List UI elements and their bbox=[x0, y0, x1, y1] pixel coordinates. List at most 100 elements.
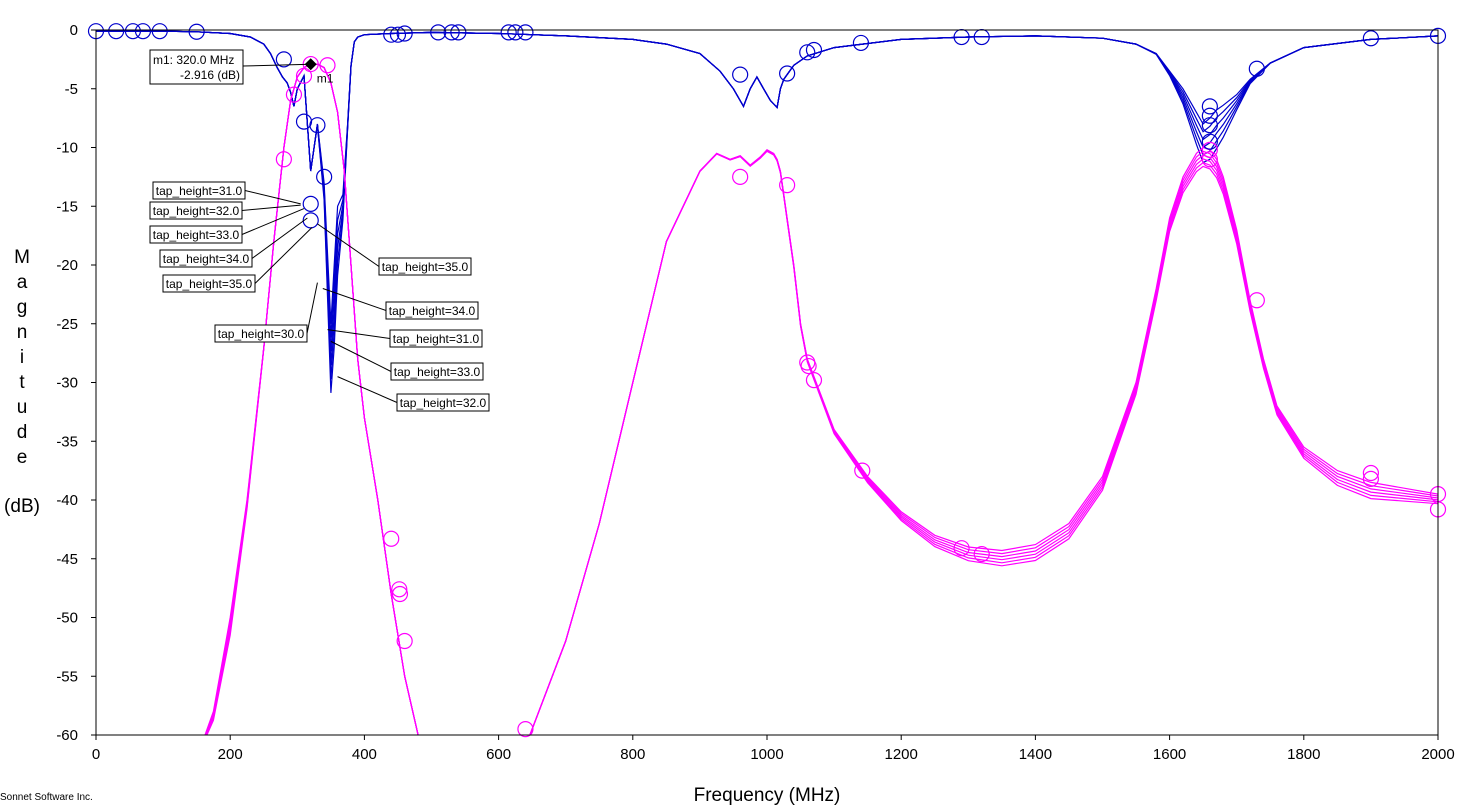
transmission-marker bbox=[443, 24, 460, 41]
y-tick-label: -50 bbox=[56, 610, 78, 627]
transmission-marker bbox=[316, 168, 333, 185]
annotation-box bbox=[149, 201, 243, 220]
x-tick-label: 2000 bbox=[1421, 746, 1454, 763]
x-tick-label: 400 bbox=[352, 746, 377, 763]
annotation-label: tap_height=31.0 bbox=[393, 332, 480, 346]
annotation-box bbox=[378, 257, 472, 276]
x-tick-label: 600 bbox=[486, 746, 511, 763]
transmission-marker bbox=[799, 44, 816, 61]
transmission-marker bbox=[124, 23, 142, 40]
x-tick-label: 1400 bbox=[1019, 746, 1052, 763]
y-axis-letter: n bbox=[17, 322, 28, 343]
y-tick-label: -45 bbox=[56, 551, 78, 568]
annotation-box bbox=[214, 324, 308, 343]
reflection-marker bbox=[1201, 141, 1218, 158]
transmission-marker bbox=[309, 117, 326, 134]
y-tick-label: -60 bbox=[56, 727, 78, 744]
annotation-box bbox=[159, 249, 253, 268]
annotation-leader bbox=[244, 190, 301, 205]
annotation-label: tap_height=34.0 bbox=[163, 252, 250, 266]
transmission-curve-30 bbox=[96, 30, 1438, 324]
reflection-marker bbox=[383, 530, 400, 547]
credit-text: Sonnet Software Inc. bbox=[0, 792, 93, 803]
y-axis-letter: a bbox=[17, 272, 28, 293]
y-axis-letter: u bbox=[17, 397, 28, 418]
x-tick-label: 1200 bbox=[885, 746, 918, 763]
transmission-marker bbox=[852, 34, 870, 52]
annotation-label: tap_height=34.0 bbox=[389, 304, 476, 318]
reflection-marker bbox=[396, 632, 413, 650]
annotation-box bbox=[162, 274, 256, 293]
y-axis-unit: (dB) bbox=[4, 496, 40, 517]
transmission-marker bbox=[779, 65, 796, 82]
reflection-marker bbox=[517, 721, 534, 738]
transmission-marker bbox=[302, 195, 319, 212]
annotation-leader bbox=[327, 329, 391, 339]
reflection-marker bbox=[1362, 470, 1380, 487]
transmission-marker bbox=[500, 24, 517, 41]
reflection-marker bbox=[953, 540, 970, 557]
reflection-marker bbox=[854, 462, 871, 479]
transmission-marker bbox=[1362, 30, 1380, 47]
transmission-marker bbox=[1201, 107, 1218, 124]
y-axis-letter: e bbox=[17, 447, 28, 468]
annotation-leader bbox=[317, 223, 380, 267]
y-tick-label: -15 bbox=[56, 198, 78, 215]
annotation-leader bbox=[322, 288, 387, 311]
reflection-marker bbox=[732, 168, 749, 185]
transmission-marker bbox=[134, 23, 152, 40]
annotation-leader bbox=[241, 204, 301, 211]
y-tick-label: -10 bbox=[56, 140, 78, 157]
reflection-curve-30 bbox=[204, 63, 1438, 735]
annotation-box bbox=[149, 225, 243, 244]
annotation-label: tap_height=33.0 bbox=[153, 228, 240, 242]
x-tick-label: 1000 bbox=[750, 746, 783, 763]
x-tick-label: 200 bbox=[218, 746, 243, 763]
y-tick-label: -20 bbox=[56, 257, 78, 274]
reflection-marker bbox=[779, 177, 796, 194]
transmission-marker bbox=[1248, 60, 1265, 77]
x-tick-label: 800 bbox=[620, 746, 645, 763]
reflection-curve-34 bbox=[205, 63, 1438, 735]
transmission-marker bbox=[507, 24, 524, 41]
x-tick-label: 1600 bbox=[1153, 746, 1186, 763]
markers bbox=[87, 23, 1447, 738]
marker-leader bbox=[242, 63, 311, 67]
reflection-marker bbox=[1362, 464, 1380, 482]
y-tick-label: -30 bbox=[56, 375, 78, 392]
x-tick-label: 0 bbox=[92, 746, 100, 763]
marker-label: m1 bbox=[317, 71, 334, 85]
transmission-marker bbox=[389, 26, 407, 43]
annotation-leader bbox=[241, 208, 305, 235]
annotations: tap_height=31.0 tap_height=32.0 tap_height… bbox=[149, 181, 490, 412]
curves bbox=[96, 30, 1438, 735]
annotation-leader bbox=[251, 217, 308, 259]
annotation-label: tap_height=35.0 bbox=[166, 277, 253, 291]
annotation-box bbox=[389, 329, 483, 348]
annotation-box bbox=[152, 181, 246, 200]
transmission-marker bbox=[396, 25, 413, 42]
y-tick-label: -5 bbox=[65, 81, 78, 98]
y-tick-label: -25 bbox=[56, 316, 78, 333]
annotation-leader bbox=[254, 227, 313, 284]
y-tick-label: 0 bbox=[70, 22, 78, 39]
reflection-curve-32 bbox=[205, 63, 1438, 735]
reflection-marker bbox=[319, 57, 336, 74]
annotation-leader bbox=[337, 376, 398, 403]
x-tick-label: 1800 bbox=[1287, 746, 1320, 763]
marker-readout-value: -2.916 (dB) bbox=[180, 68, 240, 82]
annotation-box bbox=[385, 301, 479, 320]
transmission-marker bbox=[151, 23, 168, 40]
annotation-label: tap_height=31.0 bbox=[156, 184, 243, 198]
annotation-box bbox=[396, 393, 490, 412]
x-axis-label: Frequency (MHz) bbox=[694, 785, 841, 806]
marker-m1: m1: 320.0 MHz-2.916 (dB) m1 bbox=[149, 49, 334, 85]
reflection-curve-35 bbox=[206, 63, 1438, 735]
transmission-marker bbox=[1201, 133, 1218, 150]
transmission-marker bbox=[430, 24, 447, 41]
transmission-marker bbox=[517, 24, 534, 41]
annotation-label: tap_height=33.0 bbox=[394, 365, 481, 379]
reflection-marker bbox=[391, 581, 408, 598]
